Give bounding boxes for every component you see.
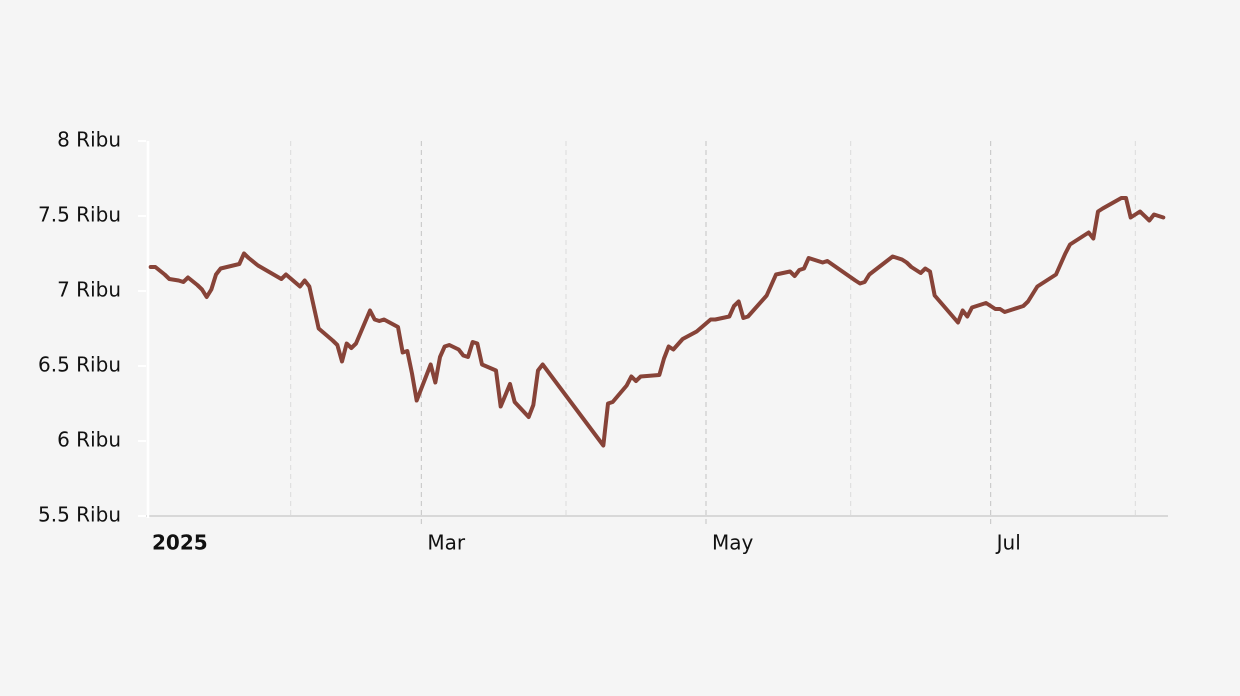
y-tick-label: 8 Ribu — [57, 128, 121, 152]
price-line — [148, 196, 1166, 448]
y-tick-label: 6.5 Ribu — [38, 353, 121, 377]
x-tick-label: May — [712, 531, 754, 555]
x-tick-label: Mar — [427, 531, 466, 555]
y-tick-label: 7.5 Ribu — [38, 203, 121, 227]
x-tick-label: 2025 — [152, 531, 208, 555]
y-tick-label: 7 Ribu — [57, 278, 121, 302]
y-tick-label: 5.5 Ribu — [38, 503, 121, 527]
x-tick-label: Jul — [995, 531, 1021, 555]
y-tick-label: 6 Ribu — [57, 428, 121, 452]
